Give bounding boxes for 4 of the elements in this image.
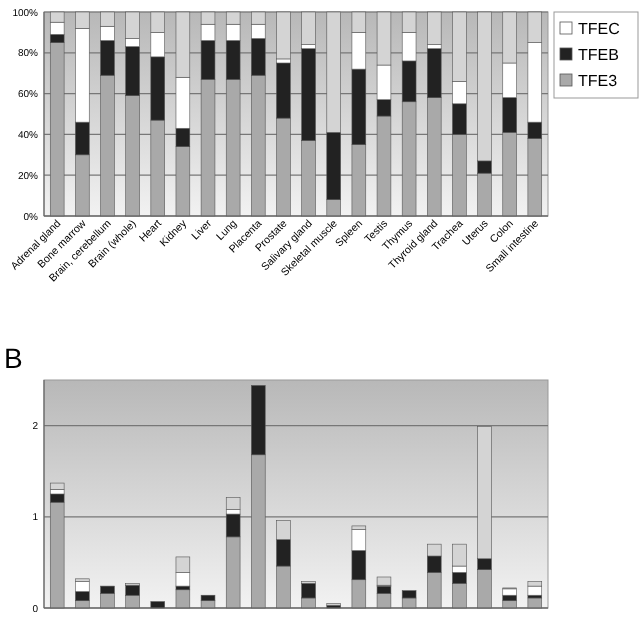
- legend-label: TFE3: [578, 71, 619, 90]
- legend-label: TFEC: [578, 19, 621, 38]
- legend-label: TFEB: [578, 45, 619, 64]
- chart-title: B: [4, 342, 23, 374]
